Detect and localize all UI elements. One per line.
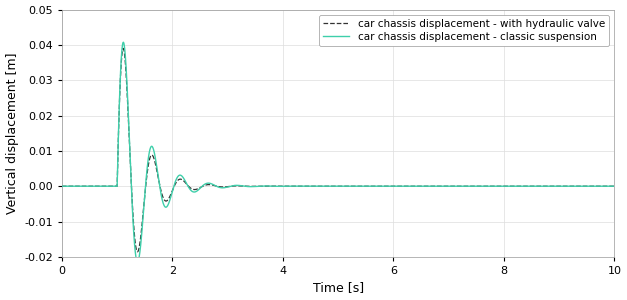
car chassis displacement - classic suspension xyxy=(440,184,447,188)
car chassis displacement - with hydraulic valve xyxy=(134,250,141,253)
car chassis displacement - with hydraulic valve xyxy=(584,184,592,188)
car chassis displacement - with hydraulic valve xyxy=(611,184,618,188)
Line: car chassis displacement - classic suspension: car chassis displacement - classic suspe… xyxy=(62,42,614,262)
car chassis displacement - with hydraulic valve xyxy=(120,46,127,50)
car chassis displacement - classic suspension xyxy=(120,40,127,44)
car chassis displacement - classic suspension xyxy=(134,260,141,264)
car chassis displacement - classic suspension xyxy=(584,184,592,188)
Line: car chassis displacement - with hydraulic valve: car chassis displacement - with hydrauli… xyxy=(62,48,614,252)
car chassis displacement - with hydraulic valve xyxy=(432,184,440,188)
car chassis displacement - classic suspension xyxy=(381,184,388,188)
car chassis displacement - classic suspension xyxy=(432,184,440,188)
Y-axis label: Vertical displacement [m]: Vertical displacement [m] xyxy=(6,52,19,214)
car chassis displacement - classic suspension xyxy=(611,184,618,188)
car chassis displacement - with hydraulic valve xyxy=(166,194,174,198)
car chassis displacement - with hydraulic valve xyxy=(381,184,388,188)
car chassis displacement - classic suspension xyxy=(58,184,66,188)
car chassis displacement - classic suspension xyxy=(115,129,122,133)
X-axis label: Time [s]: Time [s] xyxy=(313,281,364,294)
car chassis displacement - with hydraulic valve xyxy=(58,184,66,188)
Legend: car chassis displacement - with hydraulic valve, car chassis displacement - clas: car chassis displacement - with hydrauli… xyxy=(319,15,609,46)
car chassis displacement - with hydraulic valve xyxy=(440,184,447,188)
car chassis displacement - classic suspension xyxy=(166,197,174,201)
car chassis displacement - with hydraulic valve xyxy=(115,130,122,134)
